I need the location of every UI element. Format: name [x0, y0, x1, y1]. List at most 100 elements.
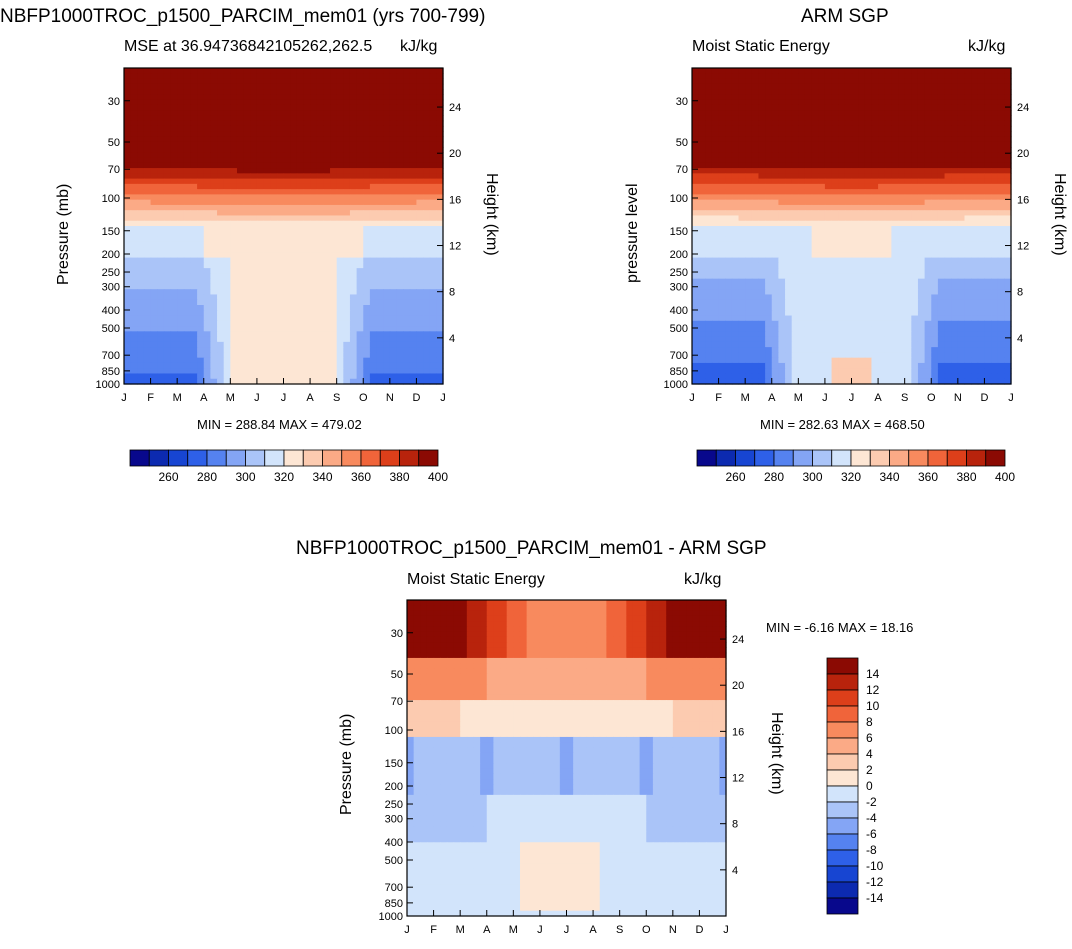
panel3-colorbar-swatch: [826, 737, 859, 755]
panel3-colorbar-swatch: [826, 689, 859, 707]
panel2-xtick-label: M: [741, 392, 750, 404]
panel3-ptick-label: 400: [385, 837, 403, 849]
panel1-colorbar-label: 300: [235, 470, 255, 484]
panel3-colorbar-swatch: [826, 865, 859, 883]
panel2-ptick-label: 1000: [664, 379, 688, 391]
panel1-colorbar-label: 380: [389, 470, 409, 484]
panel3-colorbar-label: 4: [866, 747, 873, 761]
panel3-plot: [407, 600, 727, 917]
panel2-colorbar-swatch: [735, 449, 756, 467]
panel1-ptick-label: 70: [108, 164, 120, 176]
panel1-colorbar-label: 360: [351, 470, 371, 484]
panel1-colorbar-swatch: [129, 449, 150, 467]
panel2-ztick-label: 24: [1017, 102, 1029, 114]
panel1-ztick-label: 4: [449, 333, 455, 345]
panel2-colorbar-swatch: [927, 449, 948, 467]
panel1-colorbar-label: 260: [158, 470, 178, 484]
panel3-subtitle-left: Moist Static Energy: [407, 571, 545, 588]
panel1-ptick-label: 700: [102, 350, 120, 362]
panel2-ptick-label: 200: [670, 249, 688, 261]
panel3-colorbar-swatch: [826, 881, 859, 899]
panel1-ptick-label: 300: [102, 282, 120, 294]
panel2-ztick-label: 4: [1017, 333, 1023, 345]
panel3-ptick-label: 850: [385, 898, 403, 910]
panel3-xtick-label: J: [723, 924, 729, 936]
panel1-xtick-label: A: [200, 392, 208, 404]
panel3-subtitle-right: kJ/kg: [684, 571, 722, 588]
panel3-xtick-label: J: [404, 924, 410, 936]
panel1-ptick-label: 500: [102, 323, 120, 335]
panel2-ptick-label: 50: [676, 137, 688, 149]
panel1-colorbar-swatch: [341, 449, 362, 467]
panel3-ptick-label: 150: [385, 758, 403, 770]
panel1-y2label: Height (km): [483, 173, 500, 256]
panel2-colorbar-swatch: [985, 449, 1006, 467]
panel1-colorbar-swatch: [168, 449, 189, 467]
panel1-subtitle-right: kJ/kg: [400, 38, 438, 55]
panel2-subtitle-left: Moist Static Energy: [692, 38, 830, 55]
panel1-xtick-label: F: [147, 392, 154, 404]
panel3-colorbar-swatch: [826, 753, 859, 771]
panel1-colorbar-swatch: [225, 449, 246, 467]
panel1-ptick-label: 250: [102, 267, 120, 279]
panel1-xtick-label: J: [440, 392, 446, 404]
panel2-title: ARM SGP: [801, 6, 889, 27]
panel1-ptick-label: 30: [108, 96, 120, 108]
panel1-ptick-label: 850: [102, 366, 120, 378]
panel2-colorbar-label: 280: [764, 470, 784, 484]
panel3-xtick-label: A: [589, 924, 597, 936]
panel2-xtick-label: N: [954, 392, 962, 404]
panel3-colorbar-label: 10: [866, 699, 880, 713]
panel2-subtitle-right: kJ/kg: [968, 38, 1006, 55]
panel3-colorbar-swatch: [826, 849, 859, 867]
panel2-colorbar-label: 300: [802, 470, 822, 484]
panel1-ztick-label: 20: [449, 148, 461, 160]
panel3-xtick-label: M: [509, 924, 518, 936]
panel2-colorbar-swatch: [850, 449, 871, 467]
panel2-minmax: MIN = 282.63 MAX = 468.50: [760, 417, 925, 432]
panel3-ztick-label: 20: [732, 680, 744, 692]
panel3-xtick-label: J: [537, 924, 543, 936]
panel1-ptick-label: 50: [108, 137, 120, 149]
panel2-colorbar-swatch: [812, 449, 833, 467]
panel1-xtick-label: J: [121, 392, 127, 404]
panel3-xtick-label: A: [483, 924, 491, 936]
panel2-ztick-label: 20: [1017, 148, 1029, 160]
panel3-colorbar-label: 0: [866, 779, 873, 793]
panel3-ztick-label: 8: [732, 819, 738, 831]
panel3-ptick-label: 250: [385, 799, 403, 811]
panel1-colorbar-swatch: [264, 449, 285, 467]
panel2-colorbar-swatch: [773, 449, 794, 467]
panel3-xtick-label: O: [642, 924, 651, 936]
panel3-colorbar-swatch: [826, 817, 859, 835]
panel3-colorbar-label: 14: [866, 667, 880, 681]
panel1-ptick-label: 150: [102, 226, 120, 238]
panel2-xtick-label: S: [901, 392, 908, 404]
panel1-title: NBFP1000TROC_p1500_PARCIM_mem01 (yrs 700…: [0, 6, 486, 27]
panel2-y2label: Height (km): [1051, 173, 1068, 256]
panel2-colorbar-swatch: [715, 449, 736, 467]
panel3-ptick-label: 100: [385, 725, 403, 737]
panel1-colorbar-label: 400: [428, 470, 448, 484]
panel3-ptick-label: 700: [385, 882, 403, 894]
panel3-ptick-label: 50: [391, 669, 403, 681]
panel3-colorbar-swatch: [826, 785, 859, 803]
panel1-ptick-label: 1000: [96, 379, 120, 391]
panel2-colorbar-swatch: [908, 449, 929, 467]
panel3-colorbar-label: 12: [866, 683, 880, 697]
panel3-colorbar-swatch: [826, 705, 859, 723]
panel2-xtick-label: O: [927, 392, 936, 404]
panel1-plot: [124, 68, 444, 385]
panel1-colorbar-swatch: [206, 449, 227, 467]
panel2-colorbar-label: 360: [918, 470, 938, 484]
panel1-xtick-label: M: [173, 392, 182, 404]
panel2-ptick-label: 850: [670, 366, 688, 378]
panel3-ptick-label: 30: [391, 628, 403, 640]
panel2-xtick-label: J: [689, 392, 695, 404]
panel1-colorbar-label: 280: [197, 470, 217, 484]
panel3-ylabel: Pressure (mb): [338, 713, 355, 815]
panel1-ztick-label: 24: [449, 102, 461, 114]
panel1-xtick-label: J: [254, 392, 260, 404]
panel1-ylabel: Pressure (mb): [55, 183, 72, 285]
panel3-colorbar-swatch: [826, 897, 859, 915]
